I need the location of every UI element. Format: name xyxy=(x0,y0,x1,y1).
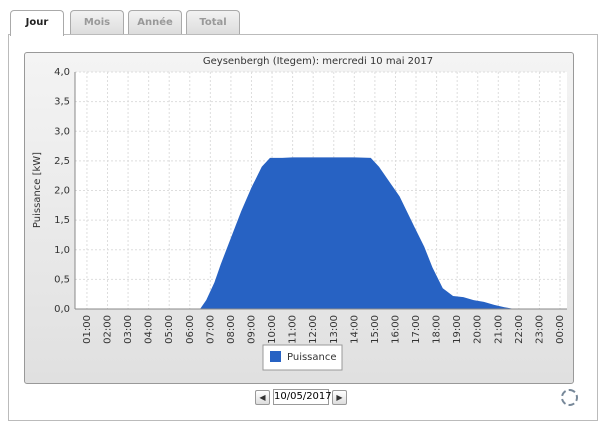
tab[interactable]: Jour xyxy=(10,10,64,36)
next-button[interactable]: ▶ xyxy=(332,390,347,405)
x-tick-label: 20:00 xyxy=(473,315,484,344)
tab[interactable]: Mois xyxy=(70,10,124,35)
x-tick-label: 04:00 xyxy=(144,315,155,344)
x-tick-label: 10:00 xyxy=(267,315,278,344)
legend-swatch xyxy=(270,351,281,362)
x-tick-label: 18:00 xyxy=(432,315,443,344)
x-tick-label: 11:00 xyxy=(288,315,299,344)
area xyxy=(200,157,515,309)
settings-icon[interactable] xyxy=(561,389,578,406)
x-tick-label: 07:00 xyxy=(205,315,216,344)
chart-title: Geysenbergh (Itegem): mercredi 10 mai 20… xyxy=(203,56,433,67)
x-tick-label: 03:00 xyxy=(123,315,134,344)
y-tick-label: 2,0 xyxy=(54,186,70,197)
x-tick-label: 23:00 xyxy=(534,315,545,344)
x-tick-label: 01:00 xyxy=(82,315,93,344)
y-tick-label: 0,5 xyxy=(54,274,70,285)
legend xyxy=(262,344,343,371)
x-tick-label: 22:00 xyxy=(514,315,525,344)
y-axis-label: Puissance [kW] xyxy=(32,152,43,228)
x-tick-label: 14:00 xyxy=(349,315,360,344)
legend-label: Puissance xyxy=(287,352,337,363)
tab[interactable]: Année xyxy=(128,10,182,35)
x-tick-label: 05:00 xyxy=(164,315,175,344)
x-tick-label: 19:00 xyxy=(452,315,463,344)
x-tick-label: 06:00 xyxy=(185,315,196,344)
x-tick-label: 09:00 xyxy=(246,315,257,344)
panel xyxy=(8,34,598,421)
prev-button[interactable]: ◀ xyxy=(255,390,270,405)
tab[interactable]: Total xyxy=(186,10,240,35)
y-tick-label: 0,0 xyxy=(54,304,70,315)
y-tick-label: 2,5 xyxy=(54,156,70,167)
y-tick-label: 1,5 xyxy=(54,215,70,226)
x-tick-label: 16:00 xyxy=(390,315,401,344)
x-tick-label: 02:00 xyxy=(102,315,113,344)
x-tick-label: 08:00 xyxy=(226,315,237,344)
y-tick-label: 4,0 xyxy=(54,67,70,78)
x-tick-label: 15:00 xyxy=(370,315,381,344)
x-tick-label: 21:00 xyxy=(493,315,504,344)
x-tick-label: 13:00 xyxy=(329,315,340,344)
y-tick-label: 1,0 xyxy=(54,245,70,256)
x-tick-label: 12:00 xyxy=(308,315,319,344)
x-tick-label: 17:00 xyxy=(411,315,422,344)
date-input[interactable]: 10/05/2017 xyxy=(273,389,332,405)
x-tick-label: 00:00 xyxy=(555,315,566,344)
y-tick-label: 3,0 xyxy=(54,126,70,137)
y-tick-label: 3,5 xyxy=(54,97,70,108)
